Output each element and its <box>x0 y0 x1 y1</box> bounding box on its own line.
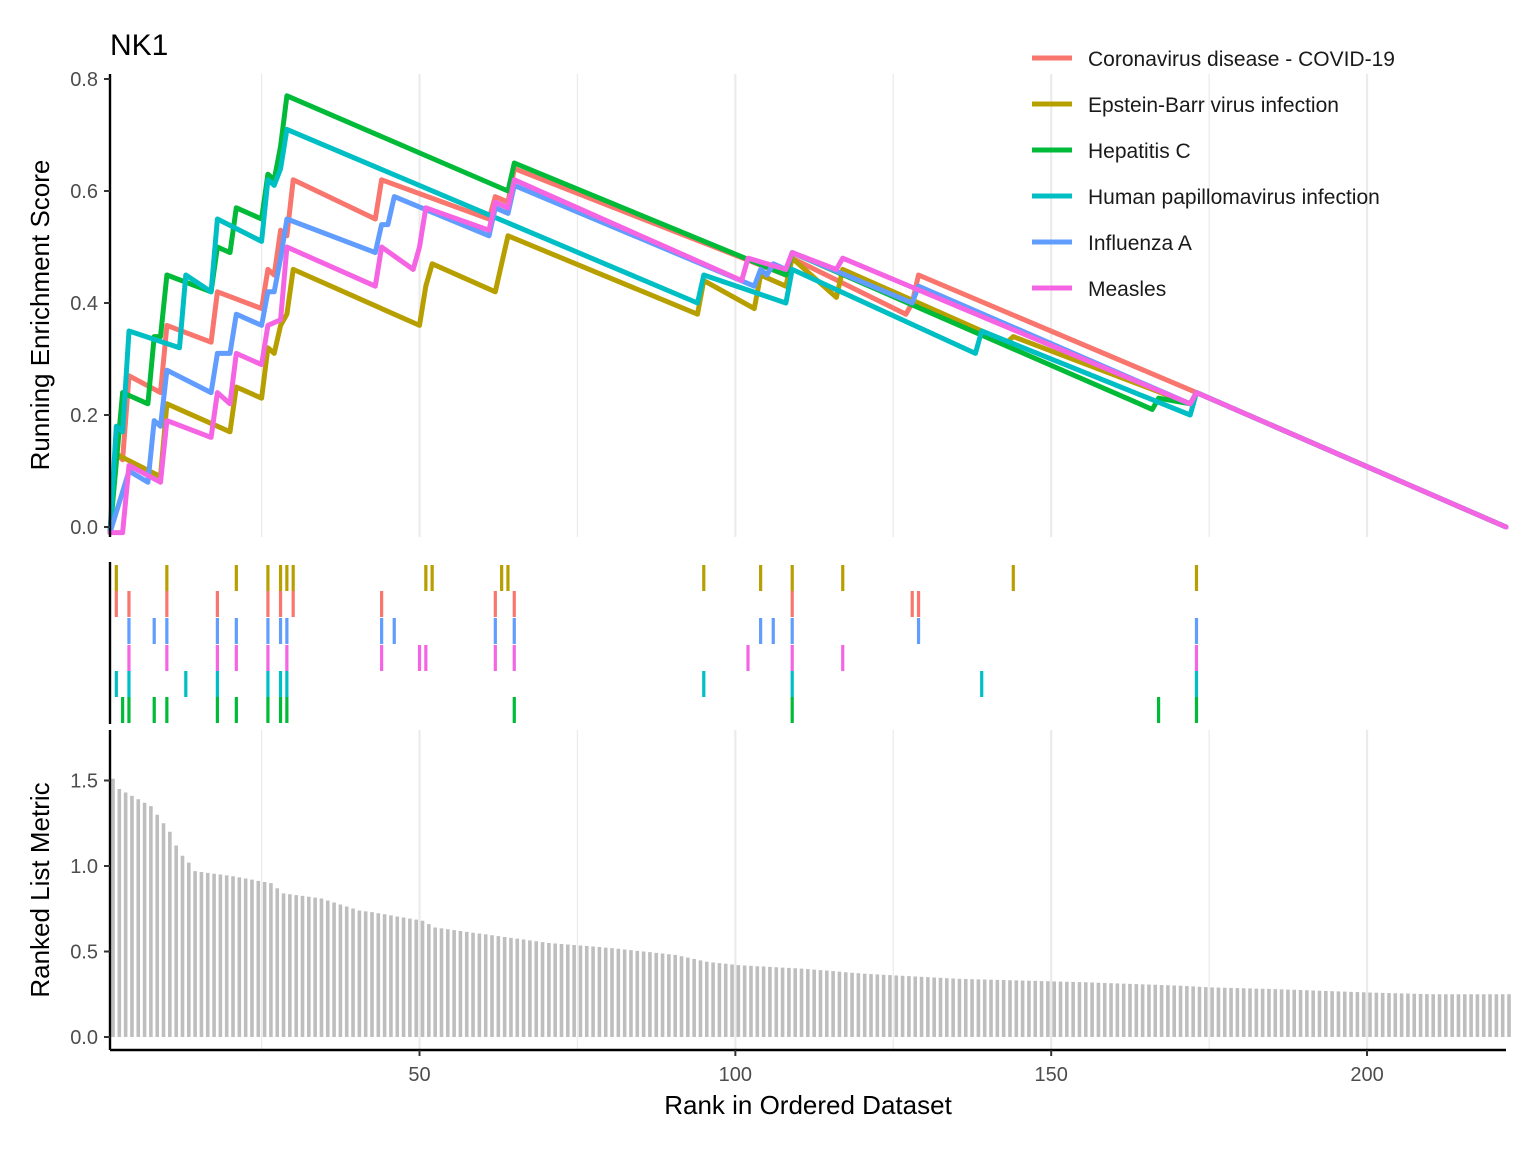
hit-ticks <box>114 565 1199 723</box>
x-axis-title: Rank in Ordered Dataset <box>664 1090 952 1120</box>
legend-label: Measles <box>1088 278 1166 301</box>
y-tick-label-bottom: 1.5 <box>70 771 98 793</box>
tick-labels: 0.0 0.2 0.4 0.6 0.8 0.0 0.5 1.0 1.5 50 100 150 200 <box>70 69 1384 1086</box>
y-tick-label-bottom: 1.0 <box>70 856 98 878</box>
legend-label: Coronavirus disease - COVID-19 <box>1088 48 1395 71</box>
y-tick-label-top: 0.8 <box>70 69 98 91</box>
legend: Coronavirus disease - COVID-19 Epstein-Ba… <box>1032 48 1395 301</box>
x-tick-label: 50 <box>408 1064 430 1086</box>
legend-label: Influenza A <box>1088 232 1192 255</box>
y-tick-label-top: 0.2 <box>70 405 98 427</box>
legend-label: Hepatitis C <box>1088 140 1191 163</box>
es-line <box>107 233 1509 536</box>
es-line <box>107 93 1509 536</box>
es-line <box>107 177 1509 536</box>
bottom-panel-gridlines <box>261 730 1369 1050</box>
axes <box>108 74 1506 1052</box>
es-line <box>107 126 1509 536</box>
es-line <box>107 166 1509 536</box>
enrichment-lines <box>107 93 1509 536</box>
x-tick-label: 150 <box>1035 1064 1068 1086</box>
legend-label: Epstein-Barr virus infection <box>1088 94 1339 117</box>
plot-title: NK1 <box>110 29 168 62</box>
x-tick-label: 200 <box>1350 1064 1383 1086</box>
y-tick-label-top: 0.4 <box>70 293 98 315</box>
legend-label: Human papillomavirus infection <box>1088 186 1380 209</box>
y-tick-label-top: 0.6 <box>70 181 98 203</box>
x-tick-label: 100 <box>719 1064 752 1086</box>
ranked-metric-bars <box>111 778 1511 1037</box>
y-axis-title-bottom: Ranked List Metric <box>25 782 55 997</box>
y-axis-title-top: Running Enrichment Score <box>25 160 55 471</box>
y-tick-label-top: 0.0 <box>70 517 98 539</box>
y-tick-label-bottom: 0.0 <box>70 1027 98 1049</box>
y-tick-label-bottom: 0.5 <box>70 942 98 964</box>
